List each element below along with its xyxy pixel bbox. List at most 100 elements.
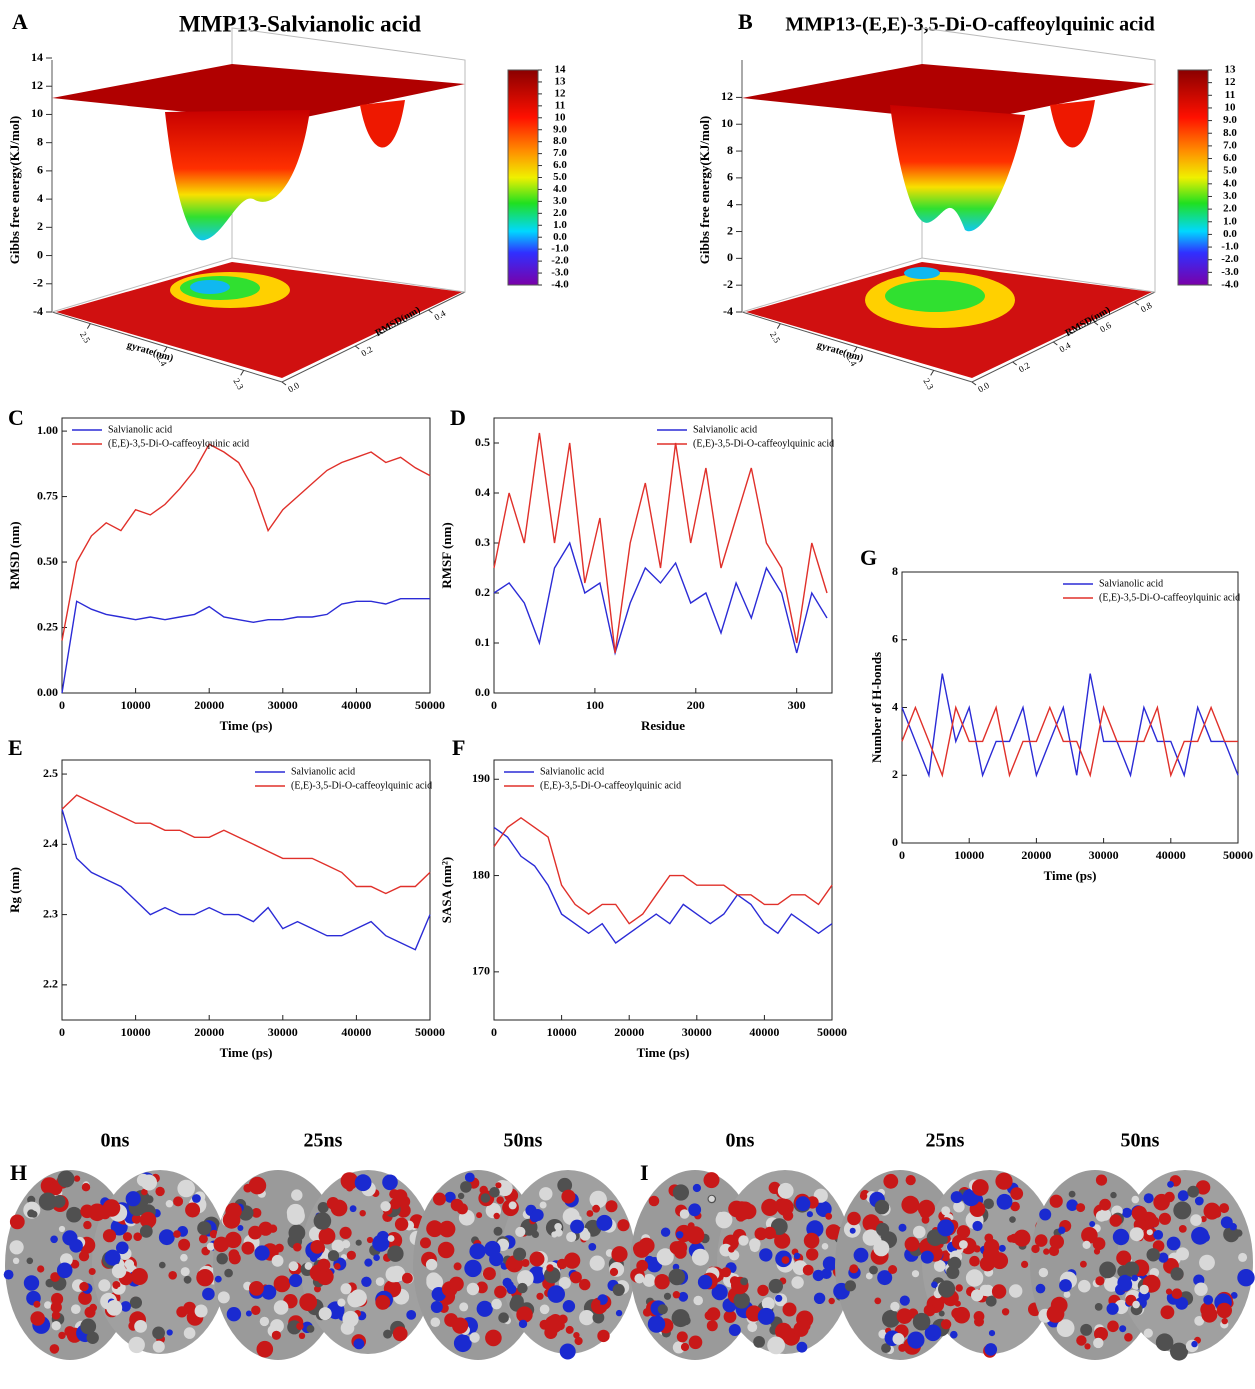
protein-patch [173, 1196, 184, 1207]
protein-patch [592, 1204, 600, 1213]
y-tick-label: 2.5 [43, 766, 58, 780]
y-axis-label: RMSD (nm) [7, 521, 22, 589]
x-tick [776, 323, 781, 329]
protein-patch [913, 1225, 926, 1239]
protein-patch [37, 1265, 45, 1273]
protein-patch [392, 1326, 408, 1342]
protein-patch [573, 1332, 580, 1339]
protein-patch [723, 1310, 737, 1323]
protein-patch [680, 1342, 690, 1352]
protein-patch [517, 1282, 528, 1294]
protein-patch [202, 1287, 215, 1301]
z-tick-label: 6 [727, 170, 733, 184]
colorbar-tick-label: 8.0 [1223, 127, 1237, 139]
plot-frame [61, 417, 431, 694]
protein-patch [23, 1275, 40, 1291]
y-tick [1134, 301, 1139, 306]
protein-patch [183, 1275, 192, 1284]
protein-patch [491, 1298, 502, 1310]
protein-patch [588, 1243, 597, 1251]
protein-patch [58, 1331, 66, 1340]
series-line [61, 443, 431, 641]
protein-patch [692, 1183, 702, 1193]
protein-patch [33, 1300, 41, 1308]
y-tick-label: 0.0 [475, 685, 490, 699]
y-tick-label: 2 [892, 767, 898, 781]
protein-patch [83, 1220, 92, 1230]
protein-patch [26, 1257, 34, 1265]
protein-patch [152, 1340, 165, 1353]
protein-patch [56, 1262, 73, 1279]
protein-patch [225, 1231, 242, 1249]
y-tick-label: 180 [472, 867, 490, 881]
protein-patch [1050, 1296, 1068, 1314]
legend-label: (E,E)-3,5-Di-O-caffeoylquinic acid [540, 780, 681, 791]
protein-patch [703, 1172, 720, 1189]
colorbar-tick-label: 6.0 [553, 159, 567, 171]
snapshot-label: 25ns [304, 1130, 343, 1152]
protein-patch [597, 1329, 610, 1343]
protein-patch [3, 1269, 14, 1280]
z-tick-label: 0 [37, 247, 43, 261]
protein-patch [1219, 1203, 1230, 1214]
protein-patch [51, 1311, 61, 1320]
protein-patch [881, 1343, 891, 1353]
protein-patch [904, 1236, 920, 1252]
protein-patch [198, 1234, 208, 1244]
colorbar-tick-label: -4.0 [1221, 279, 1239, 291]
protein-patch [1143, 1193, 1154, 1204]
protein-patch [81, 1183, 91, 1192]
protein-patch [506, 1284, 517, 1294]
z-tick-label: 2 [37, 219, 43, 233]
protein-patch [1230, 1292, 1238, 1299]
y-tick-label: 6 [892, 632, 898, 646]
protein-patch [251, 1208, 262, 1218]
protein-patch [890, 1301, 900, 1312]
protein-patch [923, 1304, 936, 1317]
protein-patch [1063, 1291, 1071, 1298]
protein-patch [1131, 1195, 1140, 1204]
protein-patch [1171, 1288, 1183, 1299]
protein-patch [450, 1198, 464, 1212]
protein-patch [911, 1270, 920, 1278]
protein-patch [898, 1343, 907, 1352]
surface-well [165, 110, 310, 241]
protein-patch [176, 1306, 188, 1318]
protein-patch [995, 1172, 1013, 1190]
protein-patch [1200, 1302, 1216, 1318]
protein-patch [972, 1220, 983, 1232]
protein-patch [214, 1275, 222, 1283]
protein-patch [196, 1269, 214, 1287]
colorbar-tick-label: 10 [1225, 101, 1237, 113]
protein-patch [647, 1315, 666, 1333]
protein-patch [672, 1291, 681, 1299]
protein-patch [254, 1245, 270, 1261]
y-tick [971, 381, 977, 386]
protein-patch [558, 1314, 568, 1324]
z-tick-label: 2 [727, 223, 733, 237]
z-tick-label: 4 [727, 196, 733, 210]
protein-patch [570, 1219, 585, 1234]
protein-patch [985, 1295, 997, 1307]
y-axis-label: SASA (nm²) [439, 857, 454, 923]
x-tick-label: 300 [788, 698, 806, 712]
protein-patch [793, 1252, 801, 1260]
protein-patch [387, 1235, 395, 1242]
protein-patch [183, 1327, 196, 1339]
protein-patch [482, 1267, 496, 1281]
protein-patch [998, 1244, 1006, 1252]
protein-patch [905, 1175, 916, 1186]
protein-patch [920, 1250, 934, 1264]
protein-patch [1034, 1234, 1048, 1247]
protein-patch [326, 1197, 340, 1210]
protein-patch [349, 1289, 367, 1307]
protein-patch [155, 1186, 165, 1197]
protein-patch [611, 1246, 628, 1263]
y-tick [354, 345, 360, 350]
protein-patch [433, 1192, 446, 1206]
panel-letter: F [452, 735, 465, 760]
protein-patch [973, 1245, 981, 1253]
protein-patch [459, 1302, 469, 1312]
protein-patch [249, 1281, 264, 1296]
protein-patch [493, 1226, 503, 1236]
